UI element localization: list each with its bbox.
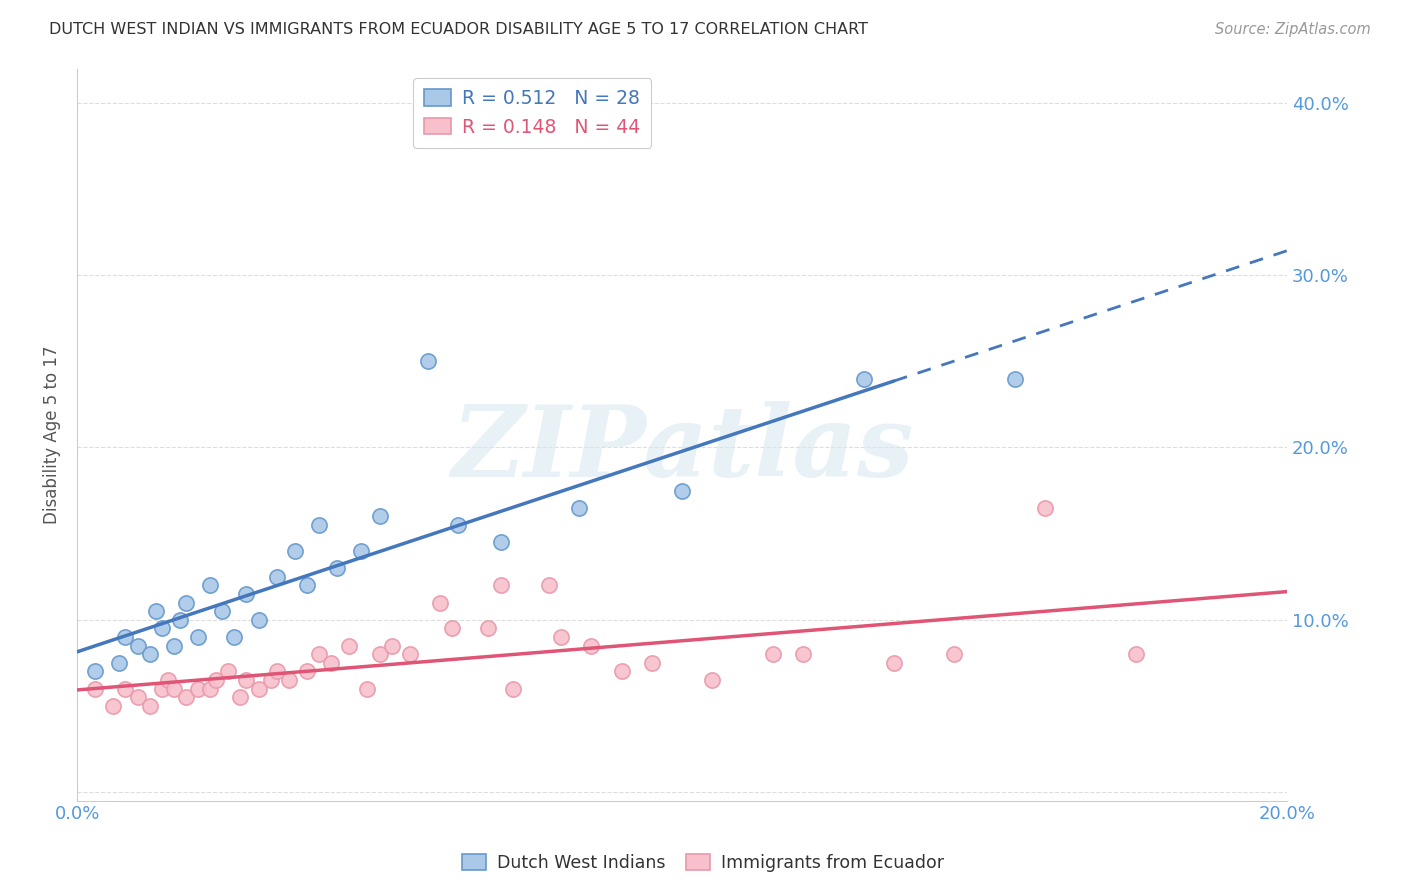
Point	[762, 647, 785, 661]
Point	[1004, 371, 1026, 385]
Point	[883, 656, 905, 670]
Point	[641, 656, 664, 670]
Point	[247, 681, 270, 696]
Y-axis label: Disability Age 5 to 17: Disability Age 5 to 17	[44, 345, 60, 524]
Point	[702, 673, 724, 687]
Point	[356, 681, 378, 696]
Point	[308, 518, 330, 533]
Text: Source: ZipAtlas.com: Source: ZipAtlas.com	[1215, 22, 1371, 37]
Legend: R = 0.512   N = 28, R = 0.148   N = 44: R = 0.512 N = 28, R = 0.148 N = 44	[413, 78, 651, 148]
Point	[368, 647, 391, 661]
Point	[150, 621, 173, 635]
Text: ZIPatlas: ZIPatlas	[451, 401, 914, 498]
Point	[163, 639, 186, 653]
Point	[277, 673, 299, 687]
Point	[198, 681, 221, 696]
Point	[477, 621, 499, 635]
Point	[211, 604, 233, 618]
Point	[156, 673, 179, 687]
Point	[138, 647, 160, 661]
Point	[381, 639, 404, 653]
Point	[581, 639, 603, 653]
Point	[127, 690, 149, 705]
Point	[150, 681, 173, 696]
Point	[943, 647, 966, 661]
Point	[260, 673, 283, 687]
Point	[1125, 647, 1147, 661]
Point	[138, 698, 160, 713]
Point	[284, 544, 307, 558]
Point	[792, 647, 814, 661]
Point	[489, 535, 512, 549]
Point	[127, 639, 149, 653]
Point	[398, 647, 420, 661]
Point	[550, 630, 572, 644]
Point	[321, 656, 343, 670]
Point	[174, 595, 197, 609]
Point	[266, 665, 288, 679]
Point	[114, 630, 136, 644]
Point	[217, 665, 239, 679]
Point	[103, 698, 125, 713]
Point	[108, 656, 131, 670]
Point	[489, 578, 512, 592]
Point	[368, 509, 391, 524]
Point	[295, 578, 318, 592]
Point	[198, 578, 221, 592]
Point	[852, 371, 875, 385]
Point	[235, 673, 257, 687]
Point	[247, 613, 270, 627]
Point	[187, 681, 209, 696]
Point	[671, 483, 693, 498]
Legend: Dutch West Indians, Immigrants from Ecuador: Dutch West Indians, Immigrants from Ecua…	[456, 847, 950, 879]
Point	[114, 681, 136, 696]
Point	[441, 621, 464, 635]
Point	[145, 604, 167, 618]
Point	[1033, 500, 1056, 515]
Point	[84, 681, 107, 696]
Point	[84, 665, 107, 679]
Point	[308, 647, 330, 661]
Point	[537, 578, 560, 592]
Point	[266, 570, 288, 584]
Point	[174, 690, 197, 705]
Point	[447, 518, 470, 533]
Point	[326, 561, 349, 575]
Point	[224, 630, 246, 644]
Point	[295, 665, 318, 679]
Point	[337, 639, 360, 653]
Point	[169, 613, 191, 627]
Point	[163, 681, 186, 696]
Point	[502, 681, 524, 696]
Text: DUTCH WEST INDIAN VS IMMIGRANTS FROM ECUADOR DISABILITY AGE 5 TO 17 CORRELATION : DUTCH WEST INDIAN VS IMMIGRANTS FROM ECU…	[49, 22, 869, 37]
Point	[610, 665, 633, 679]
Point	[229, 690, 252, 705]
Point	[350, 544, 373, 558]
Point	[416, 354, 439, 368]
Point	[235, 587, 257, 601]
Point	[187, 630, 209, 644]
Point	[568, 500, 591, 515]
Point	[429, 595, 451, 609]
Point	[205, 673, 228, 687]
